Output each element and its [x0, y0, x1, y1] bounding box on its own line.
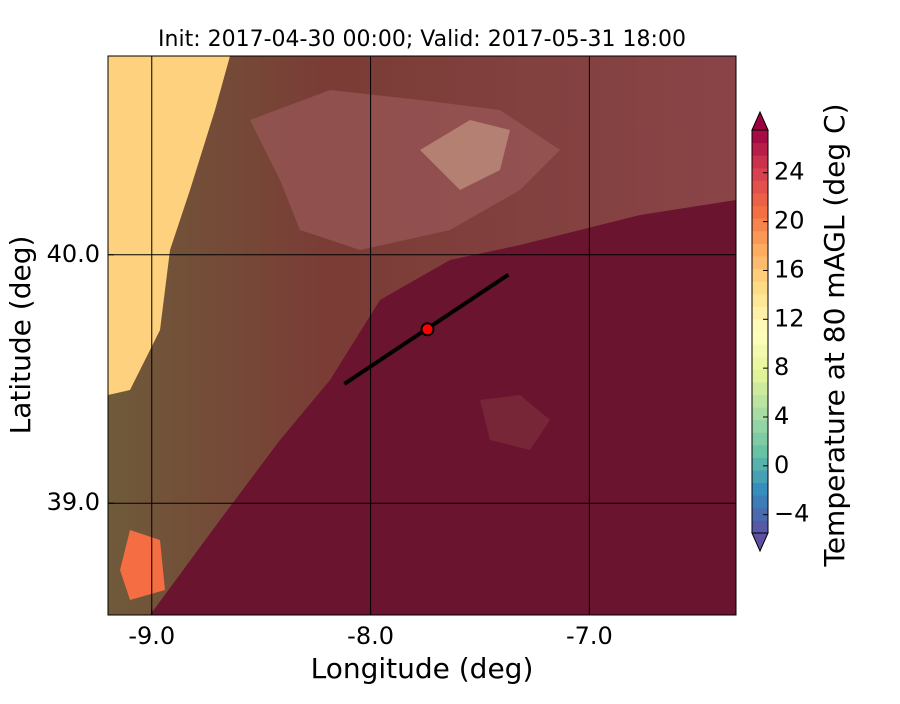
colorbar-segment — [752, 520, 768, 534]
map-background — [108, 56, 736, 615]
colorbar-segment — [752, 482, 768, 496]
colorbar-tick-label: 4 — [774, 402, 789, 430]
y-tick-label: 40.0 — [47, 240, 100, 268]
colorbar-tick-label: 16 — [774, 255, 805, 283]
x-tick-label: -9.0 — [128, 622, 175, 650]
colorbar-tick-label: 8 — [774, 353, 789, 381]
colorbar-segment — [752, 407, 768, 421]
colorbar-segment — [752, 394, 768, 408]
colorbar-segment — [752, 293, 768, 307]
colorbar-tick-label: 20 — [774, 207, 805, 235]
colorbar-segment — [752, 470, 768, 484]
x-axis-label: Longitude (deg) — [311, 652, 534, 685]
colorbar-tick-label: 24 — [774, 158, 805, 186]
colorbar-segment — [752, 306, 768, 320]
colorbar-segment — [752, 167, 768, 181]
colorbar-tick-label: −4 — [774, 500, 809, 528]
colorbar-segment — [752, 344, 768, 358]
colorbar-extend-bottom — [751, 532, 769, 553]
colorbar-segment — [752, 444, 768, 458]
colorbar-segment — [752, 180, 768, 194]
colorbar-segment — [752, 356, 768, 370]
colorbar-segment — [752, 432, 768, 446]
colorbar-segment — [752, 331, 768, 345]
colorbar-segment — [752, 205, 768, 219]
colorbar-segment — [752, 381, 768, 395]
colorbar-segment — [752, 507, 768, 521]
colorbar-segment — [752, 268, 768, 282]
y-axis-label: Latitude (deg) — [4, 236, 37, 435]
colorbar-segment — [752, 192, 768, 207]
colorbar-segment — [752, 281, 768, 295]
colorbar-segment — [752, 318, 768, 332]
y-tick-label: 39.0 — [47, 488, 100, 516]
colorbar-segment — [752, 230, 768, 244]
colorbar-segment — [752, 243, 768, 257]
colorbar-segment — [752, 495, 768, 509]
plot-frame — [107, 55, 737, 616]
colorbar-segment — [752, 218, 768, 232]
colorbar-segment — [752, 142, 768, 156]
x-tick-label: -8.0 — [347, 622, 394, 650]
colorbar-frame — [751, 129, 769, 534]
site-marker — [420, 322, 435, 337]
chart-title: Init: 2017-04-30 00:00; Valid: 2017-05-3… — [158, 27, 686, 52]
colorbar-label: Temperature at 80 mAGL (deg C) — [818, 103, 851, 567]
colorbar-segment — [752, 255, 768, 270]
colorbar-segment — [752, 369, 768, 383]
colorbar-segment — [752, 155, 768, 169]
colorbar-segment — [752, 419, 768, 433]
colorbar-segment — [752, 457, 768, 471]
colorbar-tick-label: 0 — [774, 451, 789, 479]
colorbar-extend-top — [751, 110, 769, 131]
colorbar-tick-label: 12 — [774, 304, 805, 332]
colorbar-segment — [752, 130, 768, 144]
x-tick-label: -7.0 — [566, 622, 613, 650]
